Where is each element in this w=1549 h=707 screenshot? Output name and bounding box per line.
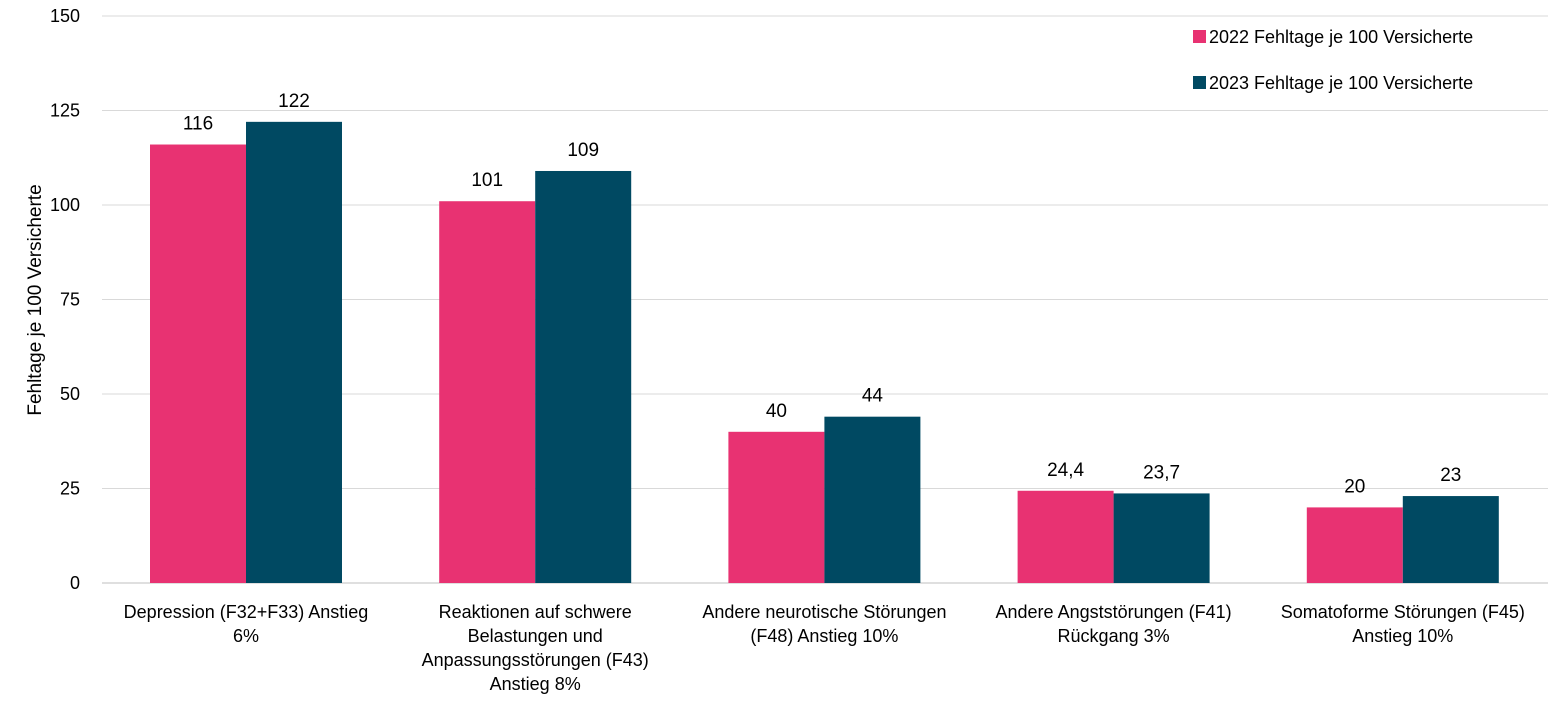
legend-swatch-1	[1193, 76, 1206, 89]
bar-s1-c0	[246, 121, 342, 583]
y-tick-label-100: 100	[50, 195, 80, 215]
data-label-s0-c1: 101	[471, 170, 503, 191]
bar-s1-c2	[824, 416, 921, 583]
y-axis-label: Fehltage je 100 Versicherte	[25, 184, 46, 415]
data-label-s1-c1: 109	[567, 140, 599, 161]
y-tick-label-50: 50	[60, 384, 80, 404]
bar-s0-c1	[439, 201, 536, 583]
x-tick-label-1: Reaktionen auf schwere Belastungen und Anp…	[422, 602, 649, 694]
legend-label-1: 2023 Fehltage je 100 Versicherte	[1209, 73, 1473, 93]
x-tick-label-0: Depression (F32+F33) Anstieg 6%	[124, 602, 369, 646]
x-tick-label-3: Andere Angststörungen (F41) Rückgang 3%	[996, 602, 1232, 646]
y-tick-label-0: 0	[70, 573, 80, 593]
y-tick-label-125: 125	[50, 101, 80, 121]
y-tick-label-25: 25	[60, 479, 80, 499]
bar-s0-c4	[1306, 507, 1403, 583]
bar-s1-c1	[535, 170, 632, 584]
data-labels: 116 101 40 24,4 20 122 109 44 23,7 23	[183, 91, 1462, 498]
data-label-s0-c3: 24,4	[1047, 460, 1084, 481]
data-label-s0-c0: 116	[183, 114, 213, 135]
axes: 0 25 50 75 100 125 150 Fehltage je 100 Versiche…	[25, 6, 1525, 694]
bar-s1-c4	[1402, 496, 1499, 583]
bar-s0-c2	[728, 431, 825, 583]
data-label-s1-c2: 44	[862, 386, 884, 407]
gridlines	[102, 15, 1548, 584]
bar-s1-c3	[1113, 493, 1210, 583]
x-tick-label-2: Andere neurotische Störungen (F48) Anstie…	[702, 602, 946, 646]
data-label-s1-c4: 23	[1440, 465, 1461, 486]
data-label-s1-c0: 122	[278, 91, 310, 112]
legend: 2022 Fehltage je 100 Versicherte 2023 Feh…	[1193, 27, 1473, 93]
data-label-s0-c4: 20	[1344, 476, 1365, 497]
x-tick-label-4: Somatoforme Störungen (F45) Anstieg 10%	[1281, 602, 1525, 646]
legend-label-0: 2022 Fehltage je 100 Versicherte	[1209, 27, 1473, 47]
bar-s0-c3	[1017, 490, 1114, 583]
data-label-s1-c3: 23,7	[1143, 462, 1180, 483]
legend-swatch-0	[1193, 30, 1206, 43]
data-label-s0-c2: 40	[766, 401, 787, 422]
y-tick-label-150: 150	[50, 6, 80, 26]
y-tick-label-75: 75	[60, 290, 80, 310]
bars	[150, 121, 1499, 584]
bar-s0-c0	[150, 144, 246, 583]
